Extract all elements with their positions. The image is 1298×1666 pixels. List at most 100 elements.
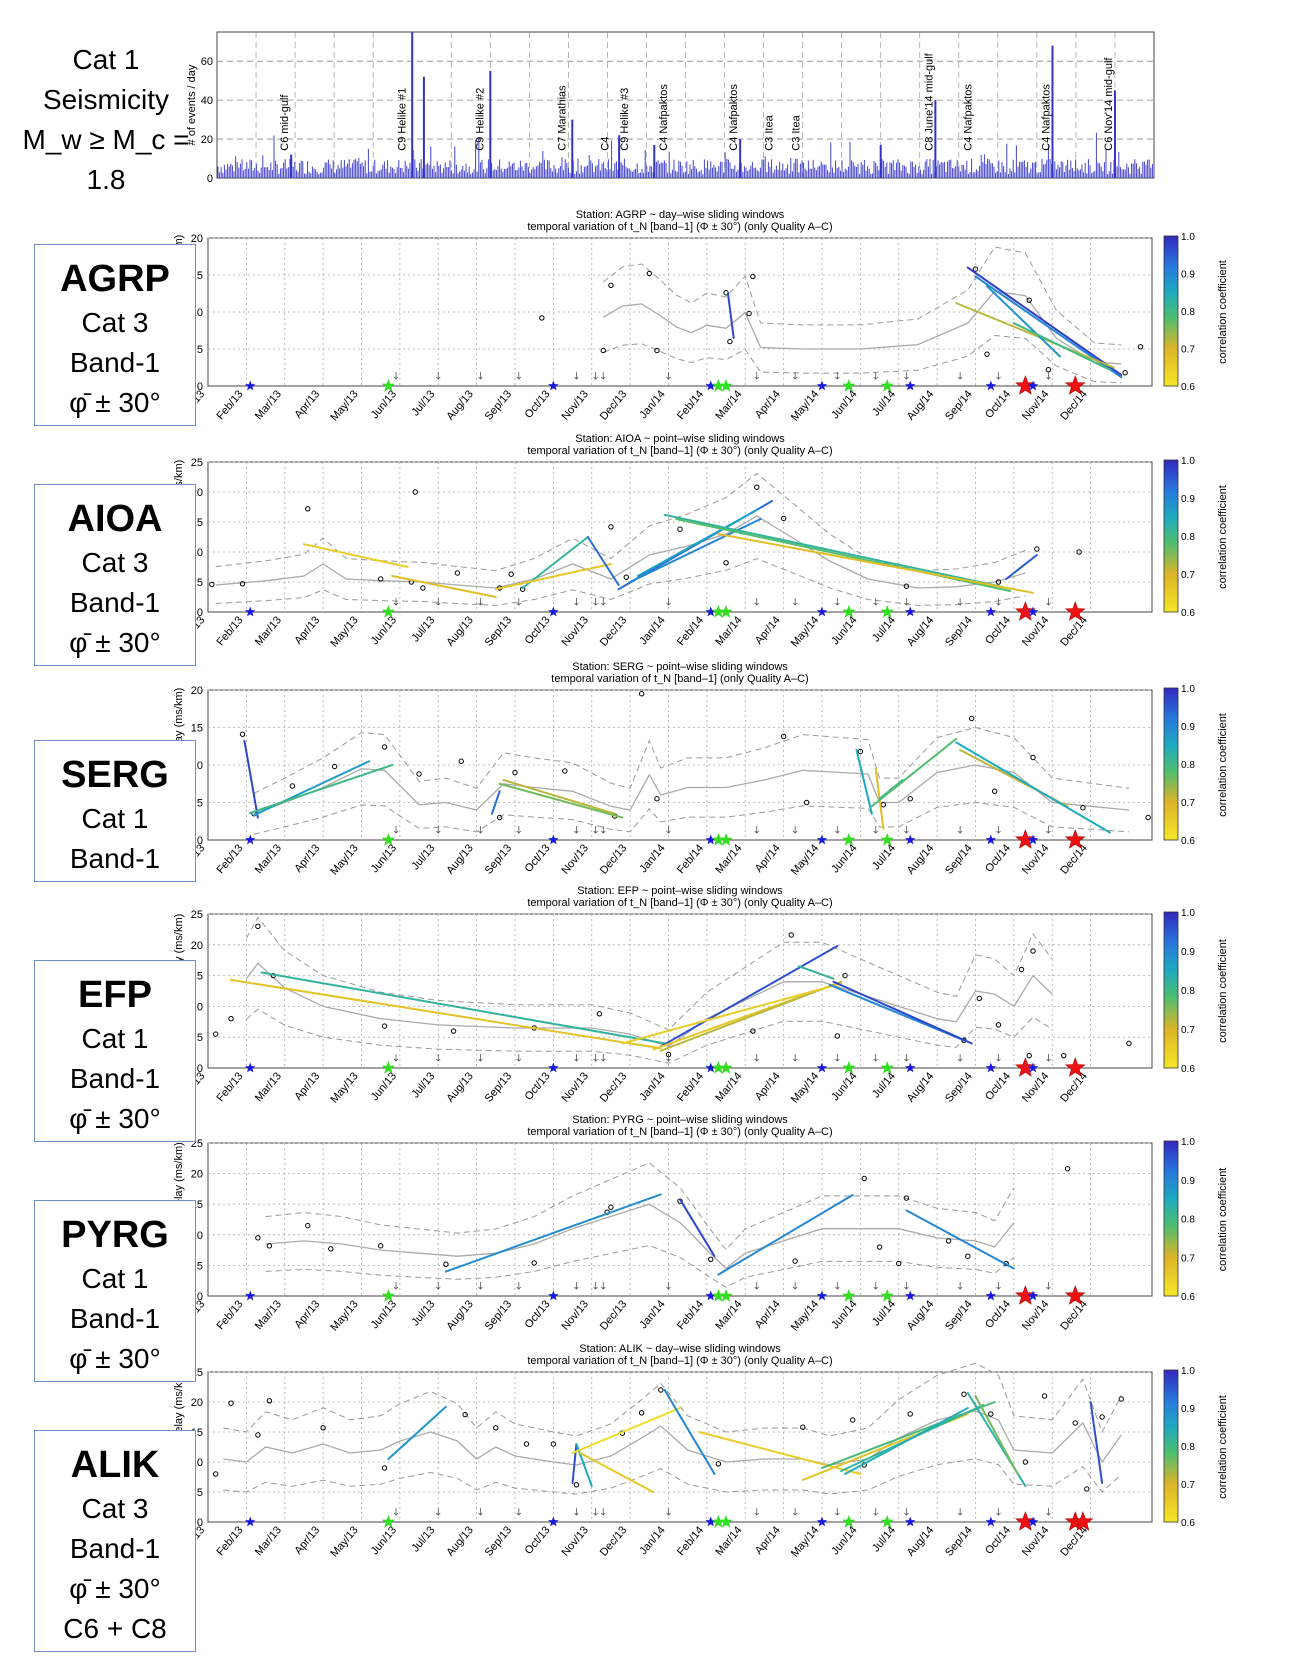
panel-subtitle: temporal variation of t_N [band–1] (Φ ± … xyxy=(527,1355,832,1367)
panel-ytick: 20 xyxy=(191,1169,203,1181)
month-tick: Oct/14 xyxy=(983,1298,1013,1331)
data-point xyxy=(727,338,733,345)
seismicity-ytick: 20 xyxy=(201,134,213,146)
month-tick: Mar/14 xyxy=(713,614,744,648)
event-arrow xyxy=(835,372,840,380)
fit-line xyxy=(498,782,624,819)
fit-line xyxy=(966,266,1123,376)
colorbar xyxy=(1163,1369,1179,1523)
event-star-blue xyxy=(816,834,828,845)
event-star-blue xyxy=(905,1062,916,1073)
station-desc: Band-1 xyxy=(69,347,161,378)
event-arrow xyxy=(754,1508,760,1516)
event-arrow xyxy=(754,598,760,606)
data-point xyxy=(1026,297,1032,303)
event-arrow xyxy=(957,1054,963,1062)
event-star-blue xyxy=(1027,606,1039,617)
data-point xyxy=(266,1398,273,1404)
month-tick: Jul/13 xyxy=(409,1524,437,1554)
data-point xyxy=(723,560,729,566)
station-box-efp: EFP Cat 1 Band-1 φ̄ ± 30° xyxy=(34,960,196,1142)
colorbar-tick: 0.7 xyxy=(1181,1253,1195,1264)
station-box-pyrg: PYRG Cat 1 Band-1 φ̄ ± 30° xyxy=(34,1200,196,1382)
data-point xyxy=(972,266,979,272)
mean-line xyxy=(215,515,1026,589)
seismicity-annotation: C3 Itea xyxy=(763,114,775,150)
fit-line xyxy=(243,740,259,819)
event-star-green xyxy=(381,1289,395,1302)
data-point xyxy=(965,1253,971,1259)
data-point xyxy=(638,691,645,697)
data-point xyxy=(228,1016,234,1022)
panel-title: Station: AIOA ~ point–wise sliding windo… xyxy=(575,433,785,445)
event-star-blue xyxy=(1027,1290,1039,1301)
seismicity-label-line: Cat 1 xyxy=(72,44,140,75)
event-arrow xyxy=(754,1054,760,1062)
month-tick: Aug/14 xyxy=(905,1070,937,1104)
month-tick: Apr/13 xyxy=(292,1298,322,1331)
month-tick: Dec/14 xyxy=(1058,1298,1090,1332)
month-tick: Feb/14 xyxy=(675,614,706,648)
month-tick: Jul/13 xyxy=(409,614,437,644)
panel-ytick: 5 xyxy=(197,1032,203,1044)
data-point xyxy=(443,1261,449,1267)
colorbar-tick: 1.0 xyxy=(1181,456,1195,467)
event-star-green xyxy=(711,1061,725,1074)
month-tick: Dec/13 xyxy=(598,388,630,422)
month-tick: Aug/13 xyxy=(444,388,476,422)
event-star-blue xyxy=(705,1062,716,1073)
seismicity-annotation: C8 June'14 mid-gulf xyxy=(923,52,935,150)
event-star-blue xyxy=(548,834,559,845)
event-arrow xyxy=(666,1054,671,1062)
fit-line xyxy=(1089,1401,1104,1484)
station-desc: φ̄ ± 30° xyxy=(69,1573,161,1604)
data-point xyxy=(523,1441,530,1447)
month-tick: Mar/14 xyxy=(713,1298,744,1332)
fit-line xyxy=(521,536,589,589)
data-point xyxy=(746,310,752,317)
data-point xyxy=(212,1031,219,1037)
event-arrow xyxy=(792,598,798,606)
station-desc: φ̄ ± 30° xyxy=(69,387,161,418)
data-point xyxy=(550,1441,557,1447)
month-tick: Jan/14 xyxy=(637,1524,667,1557)
event-arrow xyxy=(393,1508,399,1516)
month-tick: Aug/14 xyxy=(905,842,937,876)
event-star-green xyxy=(719,605,733,618)
seismicity-label-line: M_w ≥ M_c = 1.8 xyxy=(22,124,190,195)
station-name: AGRP xyxy=(60,258,170,300)
month-tick: Mar/13 xyxy=(253,842,284,876)
station-name: SERG xyxy=(61,754,169,796)
colorbar-tick: 0.9 xyxy=(1181,270,1195,281)
station-desc: Cat 1 xyxy=(81,1263,149,1294)
data-point xyxy=(803,799,810,806)
event-arrow xyxy=(873,1054,878,1062)
panel-title: Station: PYRG ~ point–wise sliding windo… xyxy=(572,1114,788,1126)
panel-ytick: 0 xyxy=(197,1291,203,1303)
colorbar-tick: 0.7 xyxy=(1181,570,1195,581)
month-tick: Sep/14 xyxy=(943,388,975,422)
event-star-green xyxy=(711,833,725,846)
colorbar xyxy=(1163,687,1179,841)
month-tick: May/13 xyxy=(328,1298,360,1333)
panel-ytick: 25 xyxy=(191,457,203,469)
seismicity-annotation: C4 Nafpaktos xyxy=(1040,84,1052,151)
month-tick: Jun/13 xyxy=(369,388,399,421)
fit-line xyxy=(260,971,666,1045)
station-desc: Cat 1 xyxy=(81,1023,149,1054)
panel-ytick: 5 xyxy=(197,577,203,589)
data-point xyxy=(750,273,756,280)
event-arrow xyxy=(593,1508,598,1516)
seismicity-annotation: C3 Itea xyxy=(791,114,803,150)
event-star-blue xyxy=(705,1516,716,1527)
event-arrow xyxy=(1046,372,1051,380)
event-star-blue xyxy=(548,606,559,617)
month-tick: Aug/14 xyxy=(905,388,937,422)
event-arrow xyxy=(574,1054,579,1062)
month-tick: Feb/13 xyxy=(214,614,245,648)
panel-ytick: 15 xyxy=(191,723,203,735)
fit-line xyxy=(230,978,662,1050)
event-star-blue xyxy=(705,834,716,845)
data-point xyxy=(903,583,910,589)
